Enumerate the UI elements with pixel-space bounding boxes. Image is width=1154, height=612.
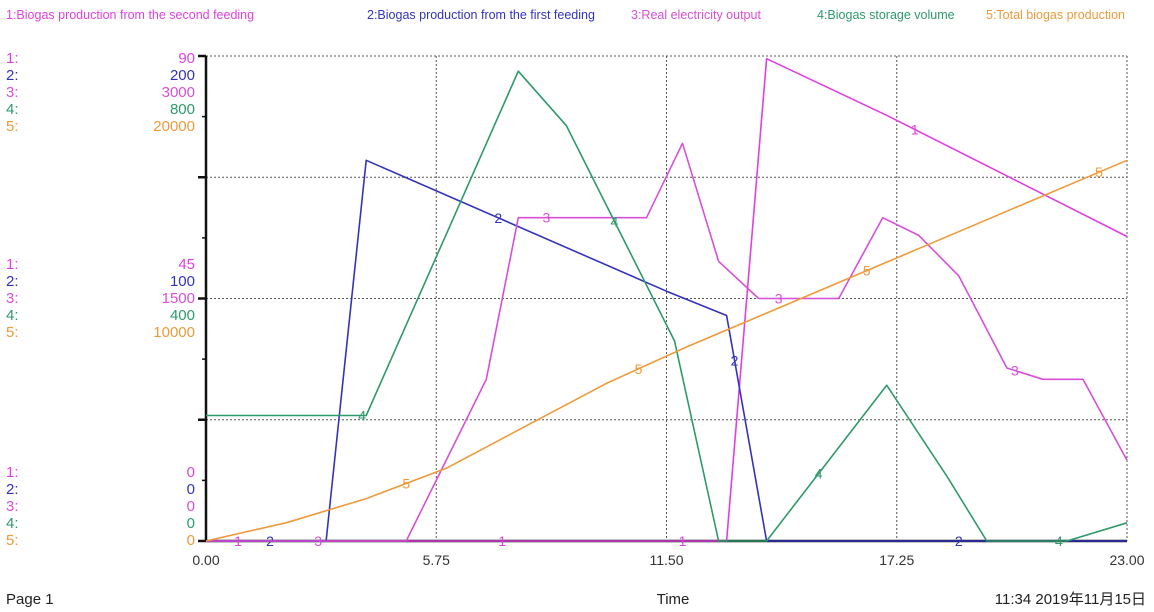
legend-item-1: 1:Biogas production from the second feed…	[6, 8, 254, 22]
x-tick-label: 17.25	[879, 552, 914, 568]
scale-mid-id-4: 4:	[6, 307, 19, 324]
legend-item-5: 5:Total biogas production	[986, 8, 1125, 22]
x-axis-label: Time	[657, 591, 690, 608]
series-marker-5: 5	[1095, 164, 1103, 180]
series-line-3	[206, 142, 1128, 542]
y-scales: 1: 2: 3: 4: 5: 90 200 3000 800 20000 1: …	[6, 50, 195, 549]
series-marker-4: 4	[611, 213, 619, 229]
series-marker-3: 3	[542, 210, 550, 226]
series-line-4	[206, 70, 1128, 542]
scale-bottom-value-4: 0	[187, 515, 195, 532]
legend: 1:Biogas production from the second feed…	[6, 8, 1125, 22]
scale-top-id-5: 5:	[6, 118, 19, 135]
x-tick-label: 5.75	[423, 552, 450, 568]
series-marker-2: 2	[494, 210, 502, 226]
scale-bottom-value-5: 0	[187, 532, 195, 549]
scale-top-id-4: 4:	[6, 101, 19, 118]
timestamp: 11:34 2019年11月15日	[995, 591, 1146, 608]
scale-bottom-value-1: 0	[187, 464, 195, 481]
x-tick-label: 11.50	[650, 552, 684, 568]
scale-top-value-5: 20000	[153, 118, 195, 135]
series-marker-1: 1	[498, 533, 506, 549]
scale-mid-value-4: 400	[170, 307, 195, 324]
series-marker-2: 2	[731, 353, 739, 369]
series-marker-3: 3	[1011, 363, 1019, 379]
x-tick-label: 23.00	[1109, 552, 1144, 568]
scale-top-value-3: 3000	[162, 84, 195, 101]
scale-mid-id-3: 3:	[6, 290, 19, 307]
scale-top-id-2: 2:	[6, 67, 19, 84]
scale-top-id-1: 1:	[6, 50, 19, 67]
series-marker-3: 3	[775, 291, 783, 307]
series-marker-1: 1	[679, 533, 687, 549]
legend-item-3: 3:Real electricity output	[631, 8, 761, 22]
series-marker-5: 5	[863, 263, 871, 279]
page-label: Page 1	[6, 591, 54, 608]
legend-item-2: 2:Biogas production from the first feedi…	[367, 8, 595, 22]
scale-bottom-id-4: 4:	[6, 515, 19, 532]
scale-bottom-id-5: 5:	[6, 532, 19, 549]
scale-mid-id-5: 5:	[6, 324, 19, 341]
series-marker-2: 2	[955, 533, 963, 549]
scale-bottom-id-2: 2:	[6, 481, 19, 498]
scale-bottom-value-2: 0	[187, 481, 195, 498]
series-marker-1: 1	[911, 121, 919, 137]
x-tick-labels: 0.00 5.75 11.50 17.25 23.00	[192, 552, 1144, 568]
scale-top-value-2: 200	[170, 67, 195, 84]
scale-top-id-3: 3:	[6, 84, 19, 101]
gridlines	[206, 55, 1128, 541]
scale-mid-value-1: 45	[178, 256, 195, 273]
scale-mid-id-1: 1:	[6, 256, 19, 273]
series-marker-4: 4	[1055, 533, 1063, 549]
x-tick-label: 0.00	[192, 552, 219, 568]
scale-bottom-value-3: 0	[187, 498, 195, 515]
series-line-1	[206, 57, 1128, 542]
legend-item-4: 4:Biogas storage volume	[817, 8, 955, 22]
series-marker-4: 4	[358, 408, 366, 424]
series-line-5	[205, 159, 1128, 542]
scale-mid-value-3: 1500	[162, 290, 195, 307]
scale-top-value-1: 90	[178, 50, 195, 67]
series-marker-5: 5	[635, 361, 643, 377]
scale-bottom-id-1: 1:	[6, 464, 19, 481]
scale-mid-value-2: 100	[170, 273, 195, 290]
scale-mid-id-2: 2:	[6, 273, 19, 290]
series-marker-5: 5	[402, 475, 410, 491]
series-marker-4: 4	[815, 465, 823, 481]
scale-mid-value-5: 10000	[153, 324, 195, 341]
series-marker-3: 3	[314, 533, 322, 549]
scale-top-value-4: 800	[170, 101, 195, 118]
scale-bottom-id-3: 3:	[6, 498, 19, 515]
